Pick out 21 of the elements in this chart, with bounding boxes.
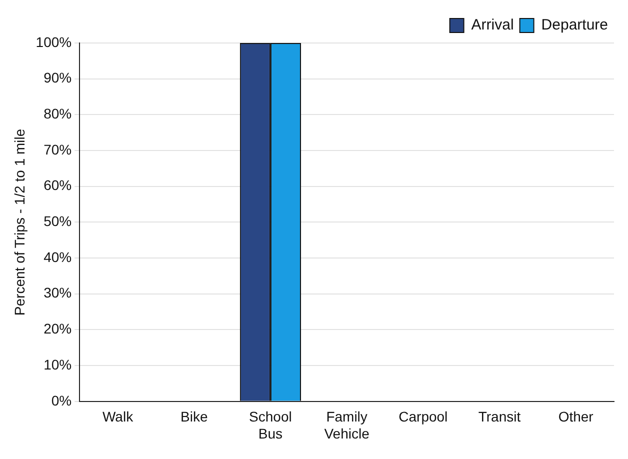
y-tick-label: 30% [44, 284, 72, 301]
y-tick-label: 10% [44, 356, 72, 372]
legend-label: Arrival [471, 16, 514, 34]
x-tick-label: School Bus [249, 408, 292, 442]
y-tick-label: 80% [44, 106, 72, 122]
legend-label: Departure [541, 16, 608, 34]
y-tick-label: 100% [36, 34, 72, 50]
y-tick-label: 0% [51, 392, 72, 408]
x-tick-label: Walk [102, 408, 134, 425]
y-tick-label: 90% [44, 70, 72, 86]
x-tick-label: Bike [180, 408, 208, 425]
x-tick-label: Family Vehicle [324, 408, 370, 442]
y-tick-label: 20% [44, 320, 72, 337]
x-tick-label: Carpool [398, 408, 448, 425]
y-tick-label: 60% [44, 177, 72, 194]
y-axis-title: Percent of Trips - 1/2 to 1 mile [11, 128, 28, 316]
y-tick-label: 70% [44, 141, 72, 158]
x-tick-label: Transit [478, 408, 521, 425]
x-tick-label: Other [558, 408, 594, 425]
y-tick-label: 40% [44, 248, 72, 265]
y-tick-label: 50% [44, 213, 72, 230]
